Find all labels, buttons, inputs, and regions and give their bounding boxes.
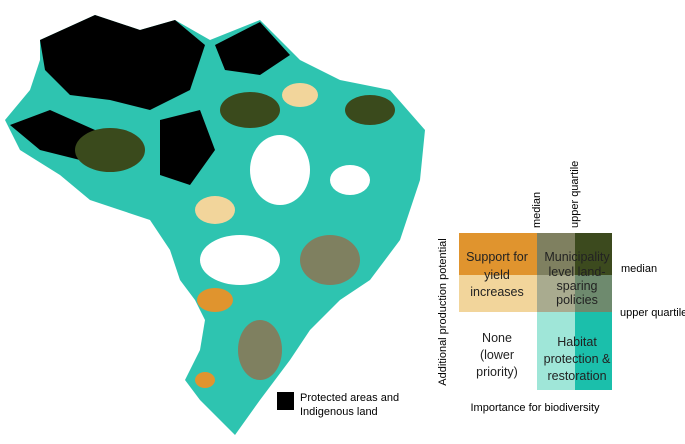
protected-area (215, 22, 290, 75)
cell-label: (lower (480, 348, 514, 362)
cell-color (537, 312, 575, 390)
cell-color (575, 312, 612, 390)
cell-label: increases (470, 285, 524, 299)
crop-patch (195, 372, 215, 388)
cell-color (459, 312, 537, 390)
protected-area (10, 110, 95, 160)
crop-patch (197, 288, 233, 312)
map (5, 15, 425, 435)
forest-patch (300, 235, 360, 285)
cell-color (537, 233, 575, 275)
cell-label: Municipality (544, 250, 610, 264)
cell-label: priority) (476, 365, 518, 379)
cell-label: Habitat (557, 335, 597, 349)
cell-label: None (482, 331, 512, 345)
row-threshold: median (621, 263, 657, 275)
forest-patch (75, 128, 145, 172)
forest-patch (345, 95, 395, 125)
cell-color (459, 275, 537, 312)
cell-color (537, 275, 575, 312)
column-threshold: median (531, 192, 543, 228)
bivariate-legend: Support for yield increases Municipality… (437, 161, 685, 414)
legend-swatch (277, 392, 294, 410)
cell-label: policies (556, 293, 598, 307)
cell-color (459, 233, 537, 275)
cell-label: sparing (557, 279, 598, 293)
x-axis-label: Importance for biodiversity (471, 402, 600, 414)
legend-label: Protected areas and (300, 392, 399, 404)
open-patch (330, 165, 370, 195)
country-shape (5, 15, 425, 435)
cell-color (575, 233, 612, 275)
cell-label: Support for (466, 250, 528, 264)
row-threshold: upper quartile (620, 307, 685, 319)
protected-legend: Protected areas and Indigenous land (277, 392, 399, 418)
cell-label: protection & (544, 352, 611, 366)
cell-label: yield (484, 268, 510, 282)
forest-patch (238, 320, 282, 380)
cell-label: level land- (549, 265, 606, 279)
open-patch (250, 135, 310, 205)
crop-patch (282, 83, 318, 107)
open-patch (200, 235, 280, 285)
y-axis-label: Additional production potential (437, 238, 449, 385)
cell-label: restoration (547, 369, 606, 383)
column-threshold: upper quartile (569, 161, 581, 228)
forest-patch (220, 92, 280, 128)
protected-area (40, 15, 205, 110)
protected-area (160, 110, 215, 185)
cell-color (575, 275, 612, 312)
legend-label: Indigenous land (300, 406, 378, 418)
crop-patch (195, 196, 235, 224)
